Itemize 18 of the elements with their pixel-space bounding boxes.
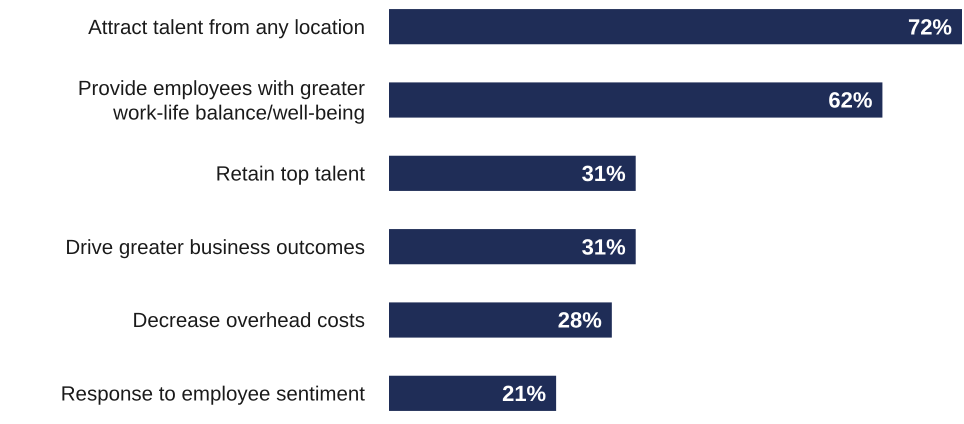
bar xyxy=(389,9,962,44)
y-tick-label: Retain top talent xyxy=(216,162,366,186)
bar xyxy=(389,156,636,191)
y-tick-label: Decrease overhead costs xyxy=(132,309,365,332)
bar xyxy=(389,82,882,118)
data-label: 21% xyxy=(502,381,546,406)
y-tick-label: Response to employee sentiment xyxy=(60,382,366,406)
y-tick-label: Drive greater business outcomes xyxy=(65,236,365,259)
data-label: 31% xyxy=(582,161,626,186)
data-label: 72% xyxy=(908,14,952,40)
y-tick-label: Attract talent from any location xyxy=(88,16,365,39)
y-tick-label: Provide employees with greater work-life balance/well-being xyxy=(78,76,366,124)
data-label: 62% xyxy=(828,88,872,113)
data-label: 28% xyxy=(558,308,602,333)
data-label: 31% xyxy=(582,234,626,260)
bar xyxy=(389,229,636,264)
bar xyxy=(389,376,556,411)
bar xyxy=(389,302,612,338)
